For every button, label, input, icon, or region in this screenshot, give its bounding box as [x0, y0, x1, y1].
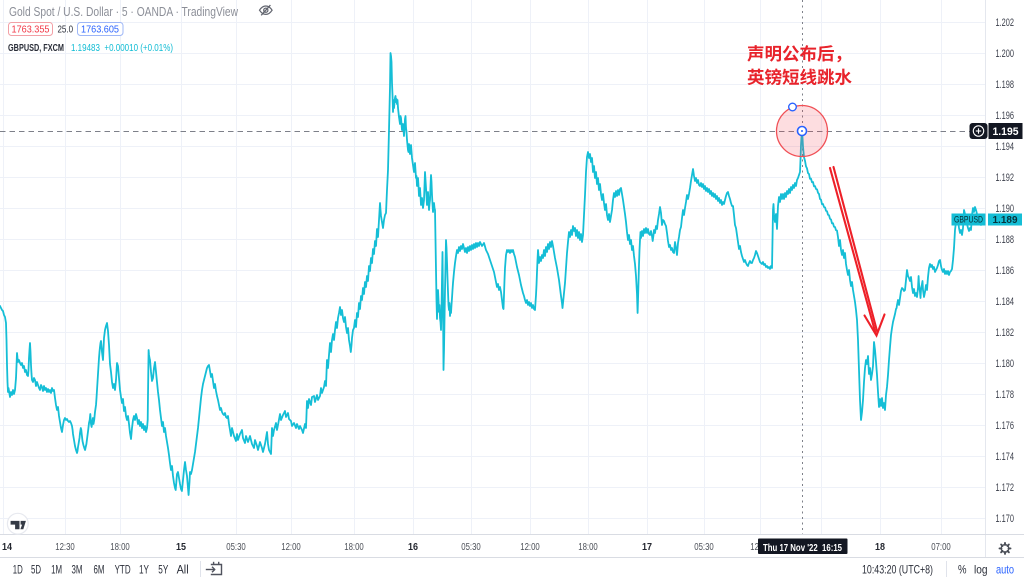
svg-text:05:30: 05:30 [226, 542, 246, 553]
svg-text:18:00: 18:00 [110, 542, 130, 553]
svg-text:07:00: 07:00 [931, 542, 951, 553]
svg-text:1.198: 1.198 [996, 79, 1015, 91]
svg-text:1M: 1M [51, 565, 62, 577]
svg-text:%: % [958, 563, 967, 577]
svg-text:1.186: 1.186 [996, 265, 1015, 277]
svg-text:1D: 1D [13, 565, 23, 577]
svg-text:1.195: 1.195 [993, 126, 1019, 138]
svg-text:1.172: 1.172 [996, 482, 1015, 494]
svg-text:YTD: YTD [115, 565, 131, 577]
svg-text:1Y: 1Y [139, 565, 149, 577]
svg-text:GBPUSD: GBPUSD [954, 215, 983, 226]
svg-text:17: 17 [642, 542, 652, 553]
svg-text:1.190: 1.190 [996, 203, 1015, 215]
svg-text:5D: 5D [31, 565, 41, 577]
svg-text:auto: auto [996, 563, 1014, 577]
svg-text:18: 18 [875, 542, 885, 553]
svg-text:1.200: 1.200 [996, 48, 1015, 60]
svg-text:1.19483 +0.00010 (+0.01%): 1.19483 +0.00010 (+0.01%) [71, 42, 173, 54]
svg-text:1.189: 1.189 [993, 214, 1018, 226]
svg-text:05:30: 05:30 [461, 542, 481, 553]
svg-text:16: 16 [408, 542, 418, 553]
svg-text:1.180: 1.180 [996, 358, 1015, 370]
svg-text:1.202: 1.202 [996, 17, 1015, 29]
svg-text:14: 14 [2, 542, 12, 553]
svg-text:18:00: 18:00 [578, 542, 598, 553]
svg-text:1.184: 1.184 [996, 296, 1015, 308]
svg-text:log: log [974, 563, 988, 577]
svg-text:1.182: 1.182 [996, 327, 1015, 339]
svg-text:10:43:20 (UTC+8): 10:43:20 (UTC+8) [862, 563, 933, 577]
svg-text:1.178: 1.178 [996, 389, 1015, 401]
svg-text:1763.355: 1763.355 [12, 24, 50, 36]
svg-text:25.0: 25.0 [58, 24, 74, 36]
svg-text:12:00: 12:00 [281, 542, 301, 553]
svg-text:All: All [177, 565, 189, 577]
svg-text:1763.605: 1763.605 [81, 24, 119, 36]
svg-text:1.170: 1.170 [996, 513, 1015, 525]
svg-text:05:30: 05:30 [694, 542, 714, 553]
svg-text:Thu 17 Nov '22 16:15: Thu 17 Nov '22 16:15 [763, 542, 842, 554]
svg-text:1.176: 1.176 [996, 420, 1015, 432]
svg-text:1.174: 1.174 [996, 451, 1015, 463]
svg-text:GBPUSD, FXCM: GBPUSD, FXCM [8, 42, 64, 54]
svg-text:12:00: 12:00 [520, 542, 540, 553]
svg-text:15: 15 [176, 542, 186, 553]
svg-text:12:30: 12:30 [55, 542, 75, 553]
svg-text:6M: 6M [94, 565, 105, 577]
svg-text:5Y: 5Y [158, 565, 168, 577]
svg-text:1.194: 1.194 [996, 141, 1015, 153]
svg-text:3M: 3M [72, 565, 83, 577]
svg-text:18:00: 18:00 [344, 542, 364, 553]
svg-text:Gold Spot / U.S. Dollar · 5 ·: Gold Spot / U.S. Dollar · 5 · OANDA · Tr… [9, 4, 238, 19]
svg-text:1.188: 1.188 [996, 234, 1015, 246]
svg-text:1.196: 1.196 [996, 110, 1015, 122]
svg-text:1.192: 1.192 [996, 172, 1015, 184]
